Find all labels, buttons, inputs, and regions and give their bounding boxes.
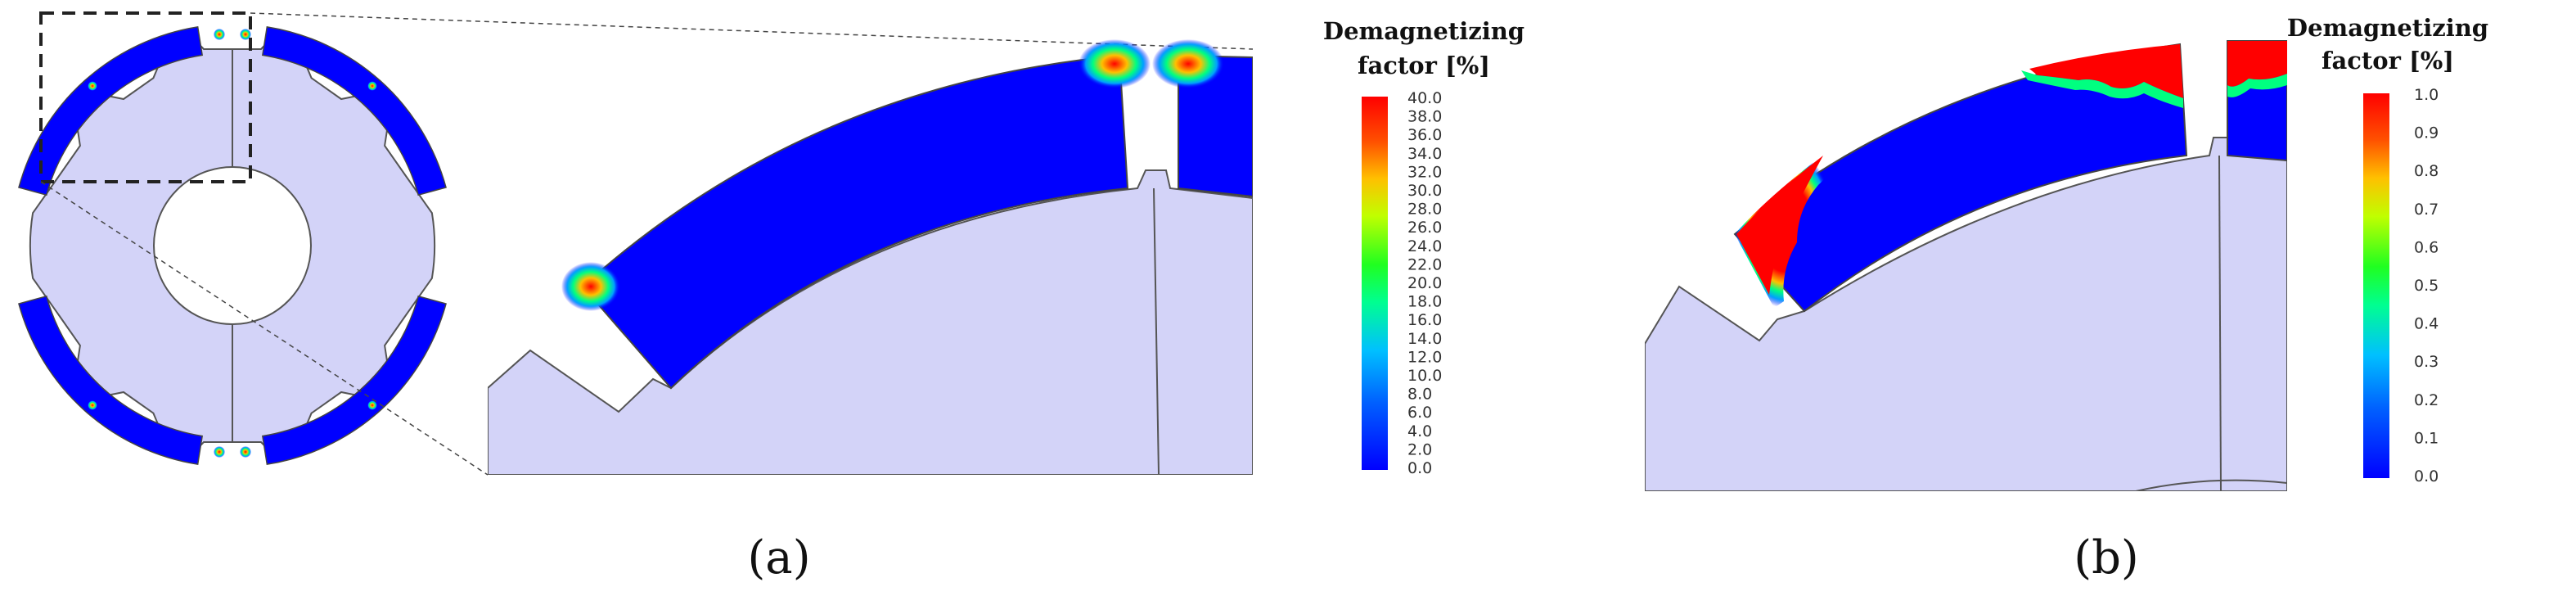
zoom-panel-b — [1645, 40, 2287, 491]
legend-b-tick-label: 0.2 — [2414, 391, 2439, 409]
legend-b-tick-label: 0.8 — [2414, 162, 2439, 180]
legend-b-title-line1: Demagnetizing — [2287, 14, 2488, 42]
legend-a-tick-label: 14.0 — [1407, 330, 1442, 348]
legend-a-ticks: 40.038.036.034.032.030.028.026.024.022.0… — [1407, 89, 1442, 477]
zoom-b-rotor-bottom-curve — [2135, 479, 2287, 491]
legend-b-tick-label: 0.4 — [2414, 315, 2439, 333]
legend-b-ticks: 1.0 0.9 0.8 0.7 0.6 0.5 0.4 0.3 0.2 0.1 0.0 — [2414, 86, 2439, 485]
legend-a-tick-label: 38.0 — [1407, 108, 1442, 126]
zoom-guide-bottom — [40, 181, 489, 476]
legend-a-tick-label: 30.0 — [1407, 182, 1442, 200]
legend-b-colorbar — [2363, 93, 2389, 478]
zoom-b-demag-zone-right — [2227, 41, 2287, 87]
rotor-overview — [18, 11, 1254, 476]
magnet-top-right — [261, 25, 447, 196]
legend-a-colorbar — [1362, 97, 1388, 470]
legend-a-tick-label: 12.0 — [1407, 348, 1442, 366]
zoom-region-box — [39, 11, 252, 183]
legend-a-tick-label: 16.0 — [1407, 311, 1442, 329]
zoom-a-split-line — [1153, 187, 1160, 475]
legend-a-title-line2: factor [%] — [1358, 52, 1490, 79]
hotspot-overview-4 — [88, 81, 97, 91]
zoom-a-hotspot-left-corner — [1079, 39, 1151, 88]
legend-a-tick-label: 6.0 — [1407, 404, 1432, 422]
legend-b-tick-label: 0.1 — [2414, 429, 2439, 447]
legend-a-tick-label: 26.0 — [1407, 219, 1442, 237]
legend-a-tick-label: 8.0 — [1407, 386, 1432, 404]
legend-b-tick-label: 0.5 — [2414, 277, 2439, 295]
zoom-b-demag-zone-left-core — [1736, 156, 1823, 295]
zoom-b-demag-zone-top-fringe — [2021, 70, 2183, 108]
hotspot-overview-7 — [214, 446, 225, 458]
hotspot-overview-3 — [367, 81, 377, 91]
legend-a-tick-label: 28.0 — [1407, 201, 1442, 219]
legend-b-title-line2: factor [%] — [2322, 47, 2454, 74]
zoom-a-hotspot-right-corner — [1152, 39, 1224, 88]
legend-a-tick-label: 10.0 — [1407, 367, 1442, 385]
zoom-b-demag-zone-top — [2029, 44, 2183, 98]
hotspot-overview-1 — [214, 29, 225, 40]
zoom-b-split-line — [2218, 155, 2222, 491]
legend-b-tick-label: 0.9 — [2414, 124, 2439, 142]
magnet-top-left — [18, 25, 204, 196]
legend-b-tick-label: 0.3 — [2414, 353, 2439, 371]
legend-b-tick-label: 0.0 — [2414, 467, 2439, 485]
magnet-bottom-left — [18, 295, 204, 466]
legend-a-tick-label: 22.0 — [1407, 255, 1442, 273]
legend-a-tick-label: 18.0 — [1407, 293, 1442, 311]
hotspot-overview-2 — [240, 29, 251, 40]
legend-a-tick-label: 24.0 — [1407, 237, 1442, 255]
legend-b-tick-label: 1.0 — [2414, 86, 2439, 104]
legend-b: Demagnetizing factor [%] 1.0 0.9 0.8 0.7 0.6… — [2287, 14, 2488, 485]
legend-a-tick-label: 40.0 — [1407, 89, 1442, 107]
panel-label-a: (a) — [747, 531, 810, 585]
legend-a-tick-label: 36.0 — [1407, 126, 1442, 144]
legend-a-tick-label: 4.0 — [1407, 422, 1432, 440]
hotspot-overview-8 — [240, 446, 251, 458]
legend-a-tick-label: 32.0 — [1407, 163, 1442, 181]
legend-b-tick-label: 0.7 — [2414, 201, 2439, 219]
legend-a-title-line1: Demagnetizing — [1323, 17, 1524, 45]
zoom-a-hotspot-left-tip — [561, 262, 620, 311]
legend-b-tick-label: 0.6 — [2414, 238, 2439, 256]
magnet-bottom-right — [261, 295, 447, 466]
legend-a-tick-label: 20.0 — [1407, 274, 1442, 292]
hotspot-overview-5 — [367, 400, 377, 410]
legend-a-tick-label: 34.0 — [1407, 145, 1442, 163]
zoom-panel-a — [488, 39, 1253, 475]
shaft-hole — [153, 166, 312, 325]
zoom-a-magnet-right — [1178, 54, 1253, 198]
zoom-b-demag-zone-right-fringe — [2227, 74, 2287, 97]
legend-a-tick-label: 2.0 — [1407, 440, 1432, 458]
legend-a-tick-label: 0.0 — [1407, 459, 1432, 477]
panel-label-b: (b) — [2074, 531, 2139, 585]
legend-a: Demagnetizing factor [%] 40.038.036.034.… — [1323, 17, 1524, 477]
hotspot-overview-6 — [88, 400, 97, 410]
